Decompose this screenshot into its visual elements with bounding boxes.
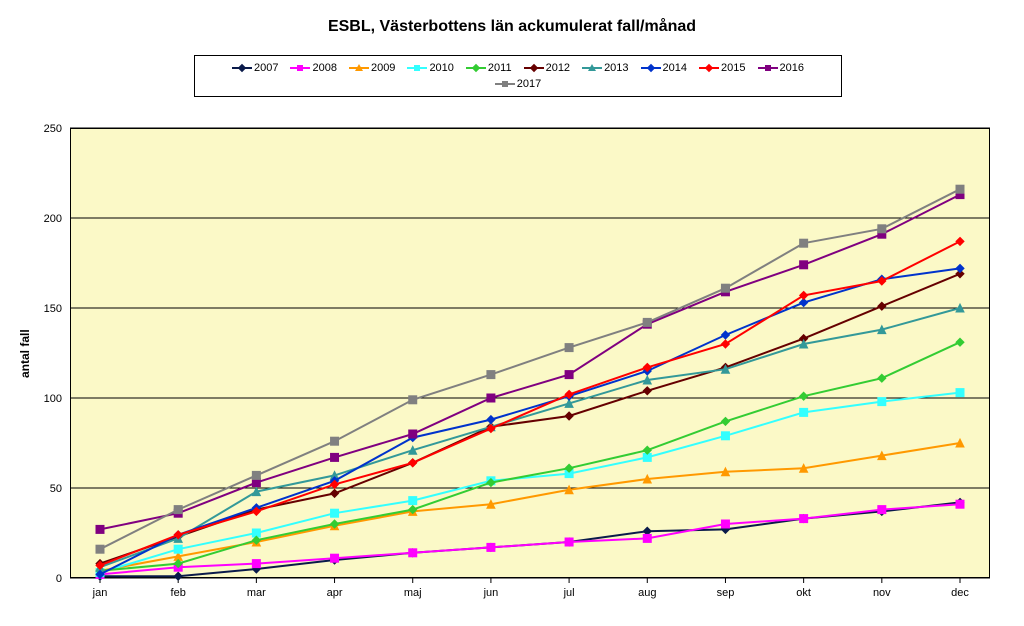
x-tick-label: jun xyxy=(483,587,499,599)
y-tick-label: 50 xyxy=(50,483,62,495)
x-tick-label: mar xyxy=(247,587,266,599)
x-tick-label: feb xyxy=(171,587,186,599)
series-line-2017 xyxy=(100,189,960,549)
y-tick-label: 0 xyxy=(56,573,62,585)
x-tick-label: maj xyxy=(404,587,422,599)
x-tick-label: apr xyxy=(327,587,343,599)
x-tick-label: okt xyxy=(796,587,811,599)
x-tick-label: jan xyxy=(92,587,108,599)
x-tick-label: sep xyxy=(717,587,735,599)
x-tick-label: dec xyxy=(951,587,969,599)
plot-svg: 0 50 100 150 200 250 jan feb mar apr maj jun jul aug s… xyxy=(0,0,1024,626)
y-tick-label: 150 xyxy=(44,303,62,315)
y-tick-label: 100 xyxy=(44,393,62,405)
x-tick-label: nov xyxy=(873,587,891,599)
chart-container: ESBL, Västerbottens län ackumulerat fall… xyxy=(0,0,1024,626)
x-tick-label: jul xyxy=(563,587,575,599)
y-tick-label: 250 xyxy=(44,123,62,135)
series-line-2013 xyxy=(100,308,960,567)
y-tick-label: 200 xyxy=(44,213,62,225)
x-tick-label: aug xyxy=(638,587,656,599)
series-line-2011 xyxy=(100,342,960,571)
